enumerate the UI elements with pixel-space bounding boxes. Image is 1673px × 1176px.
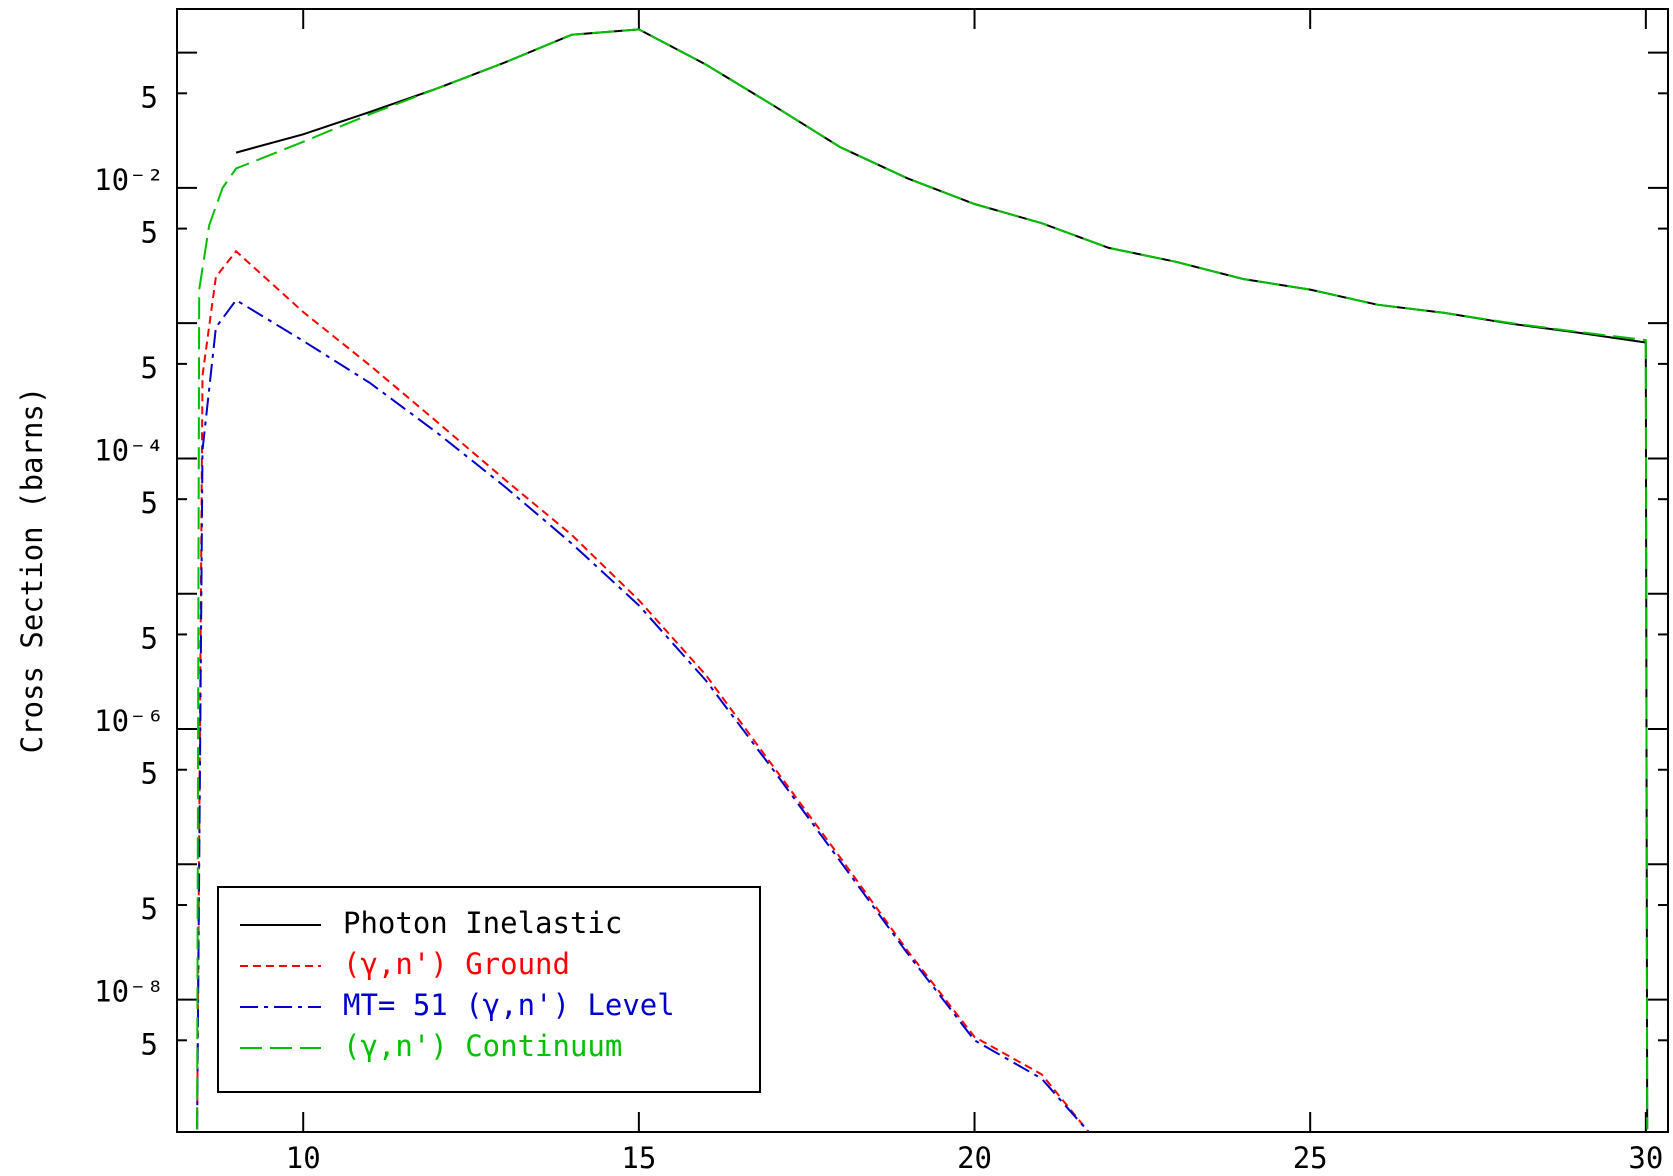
- y-tick-label: 5: [141, 621, 158, 655]
- x-tick-label: 25: [1293, 1141, 1328, 1175]
- series-line: [196, 249, 1090, 1133]
- y-tick-label: 5: [141, 486, 158, 520]
- y-tick-label: 10⁻⁶: [94, 704, 164, 738]
- series-line: [196, 28, 1649, 1130]
- y-tick-label: 10⁻⁸: [94, 975, 164, 1009]
- y-tick-label: 10⁻⁴: [94, 433, 164, 467]
- y-tick-label: 5: [141, 892, 158, 926]
- series-line: [196, 298, 1090, 1133]
- y-axis-label: Cross Section (barns): [15, 387, 49, 754]
- y-tick-label: 10⁻²: [94, 163, 164, 197]
- y-tick-label: 5: [141, 216, 158, 250]
- x-tick-label: 20: [957, 1141, 992, 1175]
- y-tick-label: 5: [141, 1027, 158, 1061]
- y-tick-label: 5: [141, 80, 158, 114]
- x-tick-label: 30: [1628, 1141, 1663, 1175]
- legend-label: (γ,n') Ground: [343, 947, 570, 981]
- legend-label: MT= 51 (γ,n') Level: [343, 988, 675, 1022]
- legend-label: Photon Inelastic: [343, 906, 622, 940]
- y-tick-label: 5: [141, 351, 158, 385]
- y-tick-label: 5: [141, 757, 158, 791]
- plot-frame: [176, 8, 1669, 1133]
- x-tick-label: 15: [621, 1141, 656, 1175]
- legend-label: (γ,n') Continuum: [343, 1029, 622, 1063]
- legend-box: [217, 886, 761, 1093]
- x-tick-label: 10: [286, 1141, 321, 1175]
